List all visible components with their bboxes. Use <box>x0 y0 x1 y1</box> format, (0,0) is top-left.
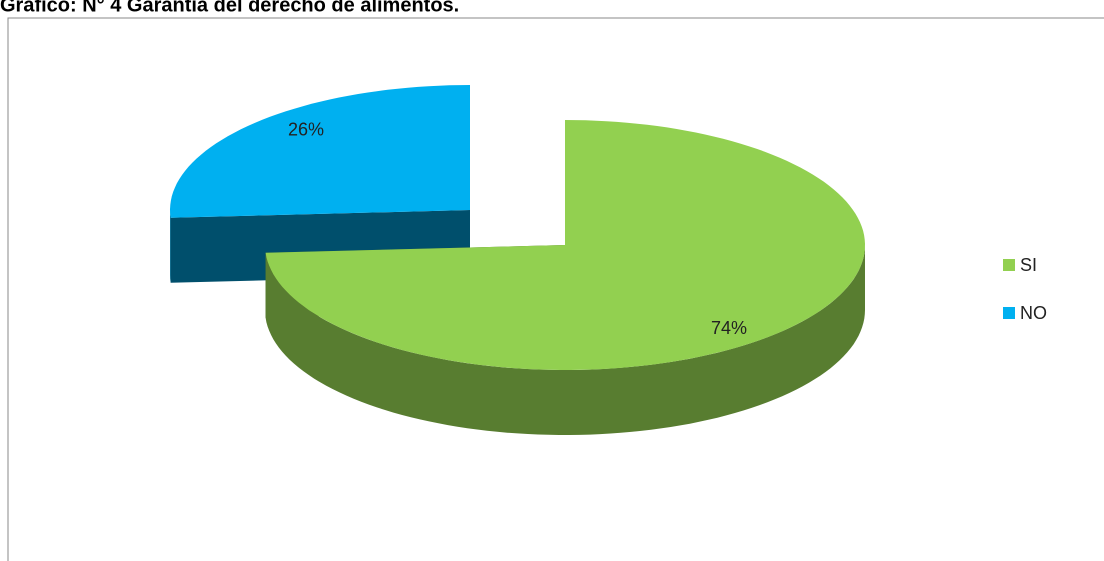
legend-swatch <box>1003 259 1015 271</box>
legend-label: NO <box>1020 303 1047 323</box>
data-label: 74% <box>711 318 747 338</box>
slice-side <box>265 245 866 435</box>
data-label: 26% <box>288 120 324 140</box>
slice-side <box>170 210 171 283</box>
legend: SI NO <box>1003 255 1047 323</box>
legend-swatch <box>1003 307 1015 319</box>
pie: 74% 26% <box>170 85 866 435</box>
chart-title: Gráfico: N° 4 Garantía del derecho de al… <box>0 0 459 16</box>
slice <box>170 85 470 218</box>
slice <box>265 120 866 370</box>
legend-label: SI <box>1020 255 1037 275</box>
